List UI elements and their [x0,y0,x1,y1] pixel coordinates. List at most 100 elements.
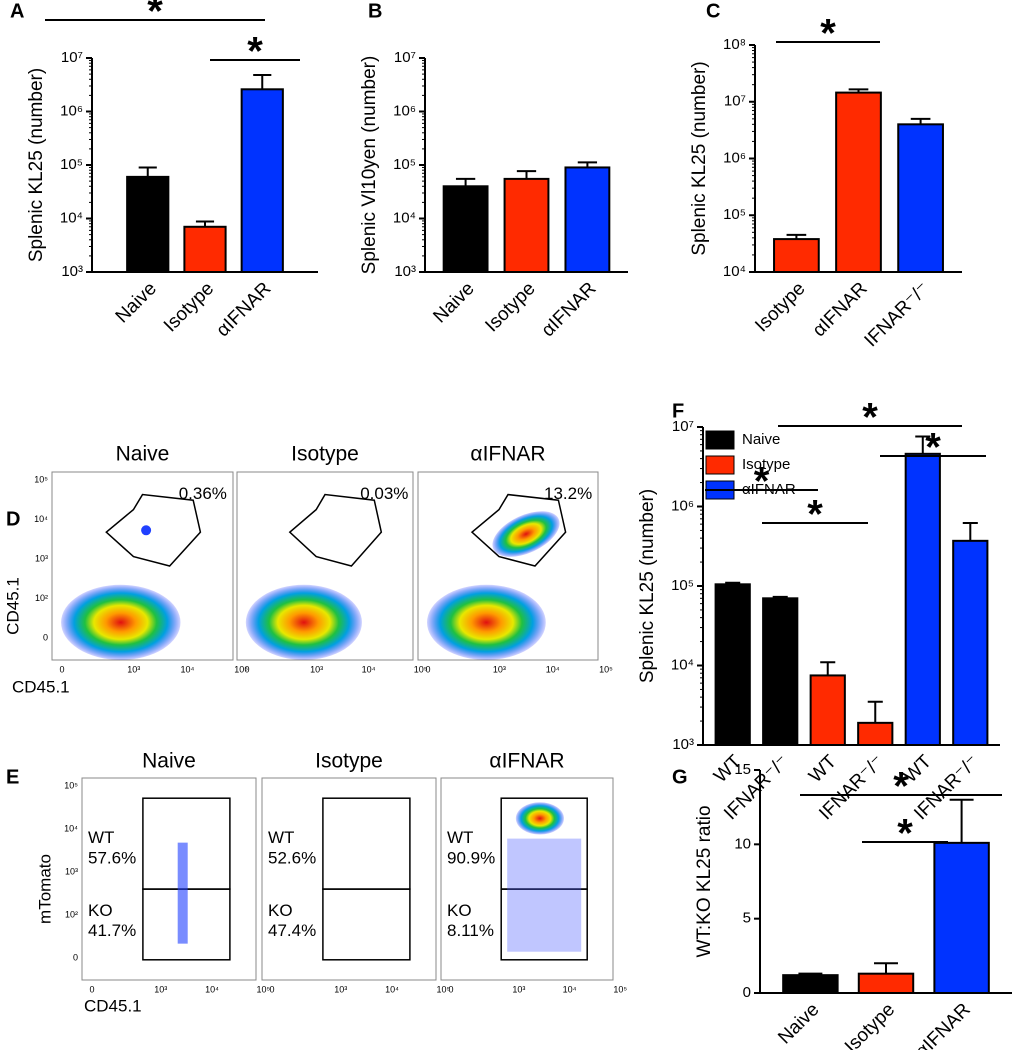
gate-label: WT [447,828,473,847]
error-bar [798,972,823,976]
significance-star: * [893,765,909,809]
flow-x-tick: 0 [244,664,249,674]
legend-swatch [705,430,735,450]
flow-x-tick: 0 [425,664,430,674]
y-tick-label: 10⁴ [723,263,746,280]
bar [714,583,751,746]
y-axis-label: Splenic Vl10yen (number) [359,56,380,275]
y-tick-label: 10⁵ [671,577,694,594]
flow-y-tick: 10³ [35,553,48,563]
error-bar [910,117,931,125]
flow-y-tick: 10⁴ [64,823,78,833]
significance-star: * [820,12,836,56]
gate-percent: 0.03% [360,484,408,503]
bar [857,972,915,995]
error-bar [138,166,157,177]
bar [952,539,989,746]
flow-x-tick: 10⁵ [437,984,451,994]
bar [904,452,941,746]
significance-star: * [897,812,913,856]
y-tick-label: 10⁴ [60,209,83,226]
gate-label: 57.6% [88,848,136,867]
significance-star: * [147,0,163,34]
flow-y-tick: 10⁵ [34,474,48,484]
gate-label: 90.9% [447,848,495,867]
flow-y-tick: 10² [65,909,78,919]
density [515,802,564,835]
x-tick-label: IFNAR⁻/⁻ [861,278,934,351]
flow-x-tick: 10⁴ [385,984,399,994]
y-tick-label: 10⁷ [672,418,694,435]
bar [782,974,839,994]
y-tick-label: 10⁸ [723,36,746,53]
y-tick-label: 10⁶ [671,497,694,514]
bar [183,225,227,274]
bar [503,177,550,273]
error-bar [786,233,807,240]
x-tick-label: Naive [429,278,478,327]
gate-label: WT [268,828,294,847]
gate-label: WT [88,828,114,847]
x-tick-label: WT [805,751,841,787]
x-tick-label: αIFNAR [809,278,872,341]
y-tick-label: 10⁴ [393,209,416,226]
y-tick-label: 10⁶ [60,102,83,119]
y-tick-label: 10³ [394,263,416,280]
error-bar [577,161,598,168]
x-tick-label: Isotype [841,999,899,1050]
legend-label: Isotype [742,456,790,473]
flow-x-tick: 0 [59,664,64,674]
panel-label: D [6,508,20,530]
flow-x-tick: 10⁵ [257,984,271,994]
density [507,838,582,952]
error-bar [725,581,741,585]
x-tick-label: αIFNAR [912,999,975,1050]
error-bar [874,962,898,974]
flow-title: αIFNAR [489,750,564,773]
flow-x-tick: 10⁵ [414,664,428,674]
legend-label: Naive [742,431,780,448]
density [427,584,546,661]
flow-x-tick: 10³ [127,664,140,674]
flow-y-tick: 10⁵ [64,780,78,790]
flow-x-tick: 10⁵ [234,664,248,674]
error-bar [772,595,788,599]
flow-y-tick: 10⁴ [34,514,48,524]
gate-label: 47.4% [268,921,316,940]
flow-y-tick: 10³ [65,866,78,876]
legend-swatch [705,455,735,475]
panel-label: A [10,0,24,22]
density [492,511,560,557]
y-tick-label: 10⁵ [60,156,83,173]
bar [564,166,611,273]
density [141,525,152,536]
error-bar [455,177,476,187]
y-tick-label: 10³ [672,736,694,753]
bar [809,674,846,746]
flow-y-label: mTomato [35,854,54,924]
flow-x-tick: 10⁴ [563,984,577,994]
gate-label: KO [88,901,113,920]
y-tick-label: 15 [734,761,751,778]
flow-x-tick: 10⁴ [205,984,219,994]
y-tick-label: 0 [743,984,751,1001]
y-axis-label: Splenic KL25 (number) [26,68,47,262]
error-bar [820,661,836,676]
bar [442,185,489,274]
panel-label: C [706,0,720,22]
flow-x-tick: 10⁵ [599,664,613,674]
y-tick-label: 10 [734,835,751,852]
panel-label: G [672,766,688,788]
bar [933,841,990,995]
y-axis-label: Splenic KL25 (number) [689,61,710,255]
gate-label: 52.6% [268,848,316,867]
significance-star: * [754,460,770,504]
flow-x-tick: 10³ [310,664,323,674]
flow-x-tick: 10⁴ [180,664,194,674]
significance-star: * [807,493,823,537]
density [61,584,181,661]
y-tick-label: 10³ [61,263,83,280]
flow-title: Naive [142,750,196,773]
y-tick-label: 10⁶ [723,149,746,166]
bar [857,721,894,747]
